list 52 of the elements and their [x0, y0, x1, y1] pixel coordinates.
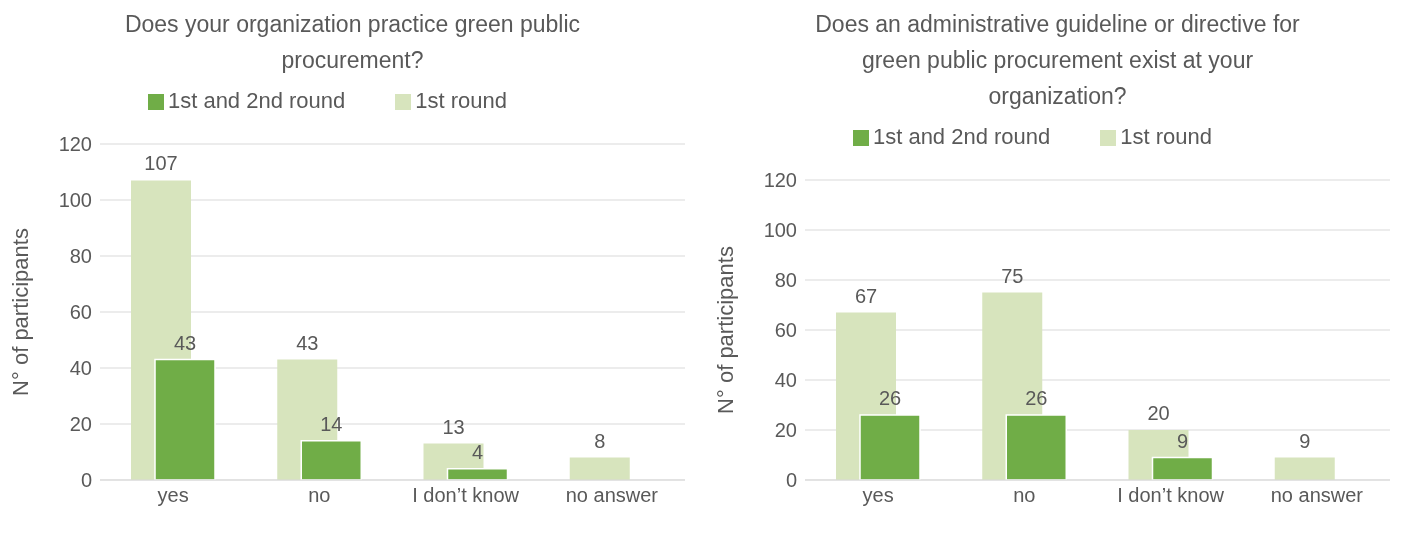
y-axis-title: N° of participants — [7, 228, 33, 396]
y-tick-label: 40 — [69, 357, 92, 380]
legend-label: 1st and 2nd round — [167, 88, 346, 113]
data-label: 13 — [442, 415, 465, 438]
y-tick-label: 20 — [69, 413, 92, 436]
bar — [1005, 414, 1067, 480]
y-tick-label: 0 — [785, 469, 797, 492]
data-label: 67 — [854, 284, 878, 307]
bar — [154, 358, 216, 480]
data-label: 20 — [1147, 402, 1170, 424]
legend-label: 1st round — [415, 88, 508, 113]
y-tick-label: 120 — [763, 169, 797, 192]
data-label: 9 — [1299, 429, 1311, 452]
bar — [1274, 457, 1335, 480]
data-label: 9 — [1176, 429, 1189, 452]
y-tick-label: 20 — [774, 419, 797, 442]
data-label: 26 — [878, 387, 902, 409]
x-tick-label: yes — [157, 484, 189, 507]
bar — [1151, 456, 1214, 480]
bar — [569, 457, 630, 480]
y-tick-label: 60 — [774, 319, 797, 342]
x-tick-label: I don’t know — [1117, 484, 1225, 507]
y-tick-label: 80 — [774, 269, 797, 292]
data-label: 8 — [594, 429, 606, 452]
x-tick-label: no — [308, 484, 331, 507]
y-tick-label: 100 — [763, 219, 797, 242]
y-tick-label: 0 — [80, 469, 92, 492]
data-label: 75 — [1001, 264, 1024, 287]
x-tick-label: no — [1013, 484, 1036, 507]
y-axis-title: N° of participants — [712, 246, 738, 414]
data-label: 43 — [296, 331, 319, 354]
chart-title: Does an administrative guideline or directive for green public procurement exist at your organization? — [814, 10, 1301, 111]
x-tick-label: yes — [862, 484, 894, 507]
y-tick-label: 100 — [58, 189, 92, 212]
x-tick-label: I don’t know — [412, 484, 520, 507]
data-label: 4 — [471, 440, 484, 463]
data-label: 43 — [173, 331, 197, 354]
bar — [446, 468, 509, 480]
data-label: 107 — [144, 152, 178, 175]
bar — [859, 414, 921, 480]
x-tick-label: no answer — [1270, 484, 1364, 507]
y-tick-label: 80 — [69, 245, 92, 268]
y-tick-label: 40 — [774, 369, 797, 392]
y-tick-label: 120 — [58, 133, 92, 156]
y-tick-label: 60 — [69, 301, 92, 324]
chart-title: Does your organization practice green public procurement? — [123, 10, 582, 75]
legend-label: 1st round — [1120, 124, 1213, 149]
data-label: 26 — [1025, 387, 1048, 409]
x-tick-label: no answer — [565, 484, 659, 507]
bar — [300, 440, 362, 480]
legend-label: 1st and 2nd round — [872, 124, 1051, 149]
data-label: 14 — [320, 412, 343, 435]
